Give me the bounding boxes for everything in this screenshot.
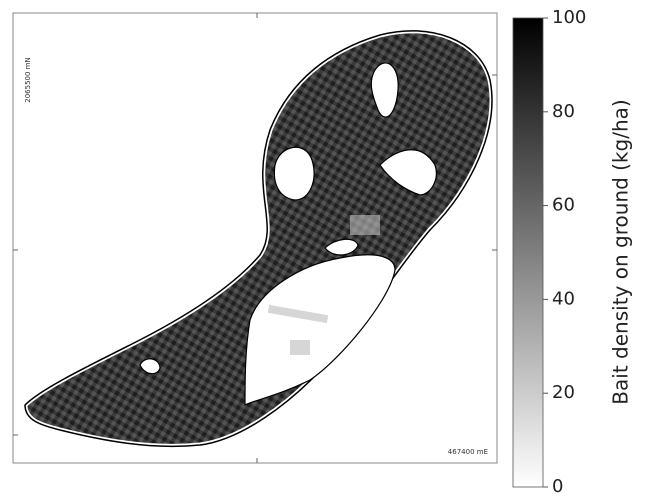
northing-label: 2065500 mN <box>24 57 32 102</box>
clear-area <box>370 62 399 118</box>
frame-ticks <box>13 13 497 463</box>
clear-area <box>244 254 396 406</box>
easting-label: 467400 mE <box>448 448 488 456</box>
colorbar-label: Bait density on ground (kg/ha) <box>609 99 633 404</box>
colorbar-tick-label: 20 <box>552 382 575 403</box>
clear-area <box>139 358 161 375</box>
colorbar-tick-label: 80 <box>552 101 575 122</box>
clear-area <box>273 146 315 201</box>
colorbar-tick-label: 40 <box>552 288 575 309</box>
island-edge <box>24 30 493 448</box>
clear-area <box>324 238 359 256</box>
colorbar-tick-label: 100 <box>552 7 586 28</box>
island <box>22 28 495 449</box>
clear-area <box>379 149 437 196</box>
colorbar-tick-label: 0 <box>552 476 563 497</box>
colorbar-tick-label: 60 <box>552 195 575 216</box>
colorbar <box>512 17 544 488</box>
colorbar-ticks: 0 20 40 60 80 100 <box>543 7 586 497</box>
